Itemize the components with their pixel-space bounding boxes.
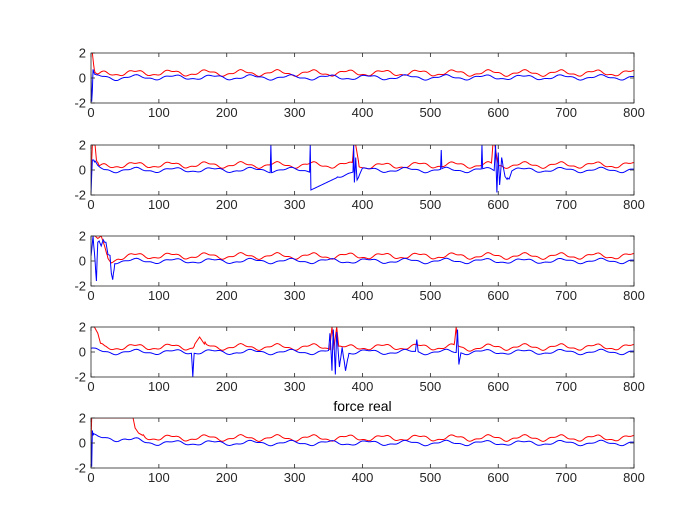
subplot-2: 0 100 200 300 400 500 600 700 800-202	[74, 138, 644, 213]
subplot-1: 0 100 200 300 400 500 600 700 800-202	[74, 46, 644, 121]
series-line-red	[91, 327, 634, 352]
series-line-blue	[91, 329, 634, 377]
x-tick-label: 200	[216, 105, 238, 120]
y-tick-label: -2	[74, 279, 86, 294]
x-tick-label: 300	[284, 470, 306, 485]
series-line-blue	[91, 236, 634, 282]
x-tick-label: 700	[555, 288, 577, 303]
x-tick-label: 800	[623, 105, 645, 120]
x-tick-label: 600	[487, 379, 509, 394]
x-tick-label: 300	[284, 288, 306, 303]
x-tick-label: 100	[148, 379, 170, 394]
x-tick-label: 0	[87, 288, 94, 303]
series-line-blue	[91, 69, 634, 102]
x-tick-label: 500	[420, 379, 442, 394]
y-tick-label: 0	[79, 71, 86, 86]
subplot-3: 0 100 200 300 400 500 600 700 800-202	[74, 229, 644, 304]
x-tick-label: 200	[216, 470, 238, 485]
x-tick-label: 800	[623, 470, 645, 485]
x-tick-label: 400	[352, 288, 374, 303]
x-tick-label: 300	[284, 105, 306, 120]
x-tick-label: 700	[555, 470, 577, 485]
x-tick-label: 200	[216, 288, 238, 303]
axes-box	[90, 417, 635, 469]
x-tick-label: 400	[352, 379, 374, 394]
series-line-red	[91, 236, 634, 264]
subplot-title: force real	[333, 398, 391, 414]
y-tick-label: -2	[74, 370, 86, 385]
x-tick-label: 200	[216, 197, 238, 212]
x-tick-label: 400	[352, 105, 374, 120]
x-tick-label: 100	[148, 105, 170, 120]
x-tick-label: 700	[555, 105, 577, 120]
y-tick-label: -2	[74, 96, 86, 111]
series-line-blue	[91, 145, 634, 194]
x-tick-label: 0	[87, 379, 94, 394]
x-tick-label: 700	[555, 197, 577, 212]
x-tick-label: 0	[87, 105, 94, 120]
y-tick-label: 2	[79, 411, 86, 426]
y-tick-label: 0	[79, 345, 86, 360]
x-tick-label: 300	[284, 379, 306, 394]
axes-box	[90, 326, 635, 378]
y-tick-label: 2	[79, 320, 86, 335]
y-tick-label: 2	[79, 46, 86, 61]
axes-box	[90, 235, 635, 287]
x-tick-label: 800	[623, 288, 645, 303]
y-tick-label: 2	[79, 229, 86, 244]
x-tick-label: 400	[352, 470, 374, 485]
x-tick-label: 800	[623, 197, 645, 212]
subplot-4: 0 100 200 300 400 500 600 700 800-202	[74, 320, 644, 395]
x-tick-label: 400	[352, 197, 374, 212]
x-tick-label: 100	[148, 288, 170, 303]
y-tick-label: 2	[79, 138, 86, 153]
x-tick-label: 100	[148, 197, 170, 212]
x-tick-label: 600	[487, 288, 509, 303]
x-tick-label: 800	[623, 379, 645, 394]
x-tick-label: 0	[87, 197, 94, 212]
y-tick-label: 0	[79, 163, 86, 178]
x-tick-label: 700	[555, 379, 577, 394]
x-tick-label: 0	[87, 470, 94, 485]
x-tick-label: 600	[487, 197, 509, 212]
x-tick-label: 500	[420, 197, 442, 212]
x-tick-label: 100	[148, 470, 170, 485]
x-tick-label: 200	[216, 379, 238, 394]
y-tick-label: 0	[79, 254, 86, 269]
series-line-red	[91, 418, 634, 443]
series-line-red	[91, 53, 634, 77]
x-tick-label: 300	[284, 197, 306, 212]
y-tick-label: -2	[74, 461, 86, 476]
x-tick-label: 500	[420, 288, 442, 303]
x-tick-label: 500	[420, 470, 442, 485]
y-tick-label: 0	[79, 436, 86, 451]
x-tick-label: 500	[420, 105, 442, 120]
y-tick-label: -2	[74, 188, 86, 203]
x-tick-label: 600	[487, 470, 509, 485]
x-tick-label: 600	[487, 105, 509, 120]
axes-box	[90, 144, 635, 196]
series-line-blue	[91, 430, 634, 467]
